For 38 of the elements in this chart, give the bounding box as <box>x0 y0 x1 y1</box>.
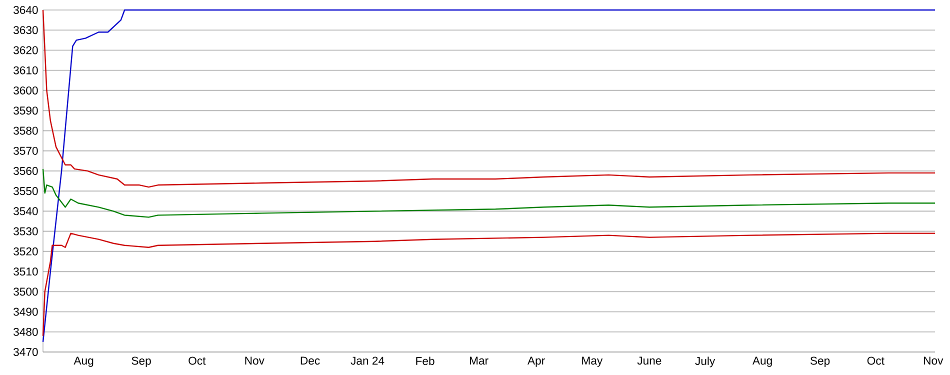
y-tick-label: 3470 <box>14 348 38 356</box>
x-tick-label: Aug <box>752 356 772 367</box>
x-tick-label: Aug <box>74 356 94 367</box>
y-tick-label: 3520 <box>14 247 38 256</box>
x-tick-label: Sep <box>132 356 151 367</box>
x-tick-label: Jan 24 <box>350 356 384 365</box>
x-tick-label: Oct <box>867 356 884 365</box>
x-tick-label: June <box>637 356 662 365</box>
y-tick-label: 3560 <box>14 166 38 175</box>
x-tick-label: Feb <box>416 356 434 366</box>
x-tick-label: Mar <box>470 356 488 365</box>
line-series <box>42 232 936 337</box>
x-tick-label: Nov <box>924 356 944 365</box>
line-series <box>42 9 936 188</box>
y-tick-label: 3610 <box>14 66 38 74</box>
x-tick-label: May <box>582 356 603 367</box>
y-tick-label: 3570 <box>14 146 38 155</box>
y-tick-label: 3550 <box>14 187 38 196</box>
line-series <box>42 168 936 218</box>
y-tick-label: 3630 <box>14 26 38 34</box>
line-series <box>42 9 936 343</box>
y-tick-label: 3620 <box>14 46 38 54</box>
y-tick-label: 3590 <box>14 106 38 115</box>
y-tick-label: 3530 <box>14 227 38 236</box>
y-tick-label: 3510 <box>14 268 38 276</box>
y-tick-label: 3540 <box>14 207 38 216</box>
x-tick-label: July <box>695 356 716 368</box>
y-tick-label: 3580 <box>14 126 38 135</box>
x-tick-label: Dec <box>300 356 320 365</box>
x-tick-label: Oct <box>188 356 206 365</box>
y-tick-label: 3600 <box>14 86 38 94</box>
y-tick-label: 3480 <box>14 328 38 336</box>
x-tick-label: Apr <box>528 356 545 367</box>
x-tick-label: Sep <box>810 356 830 367</box>
y-tick-label: 3500 <box>14 288 38 296</box>
x-tick-label: Nov <box>245 356 264 365</box>
y-tick-label: 3640 <box>14 6 38 14</box>
y-tick-label: 3490 <box>14 308 38 316</box>
